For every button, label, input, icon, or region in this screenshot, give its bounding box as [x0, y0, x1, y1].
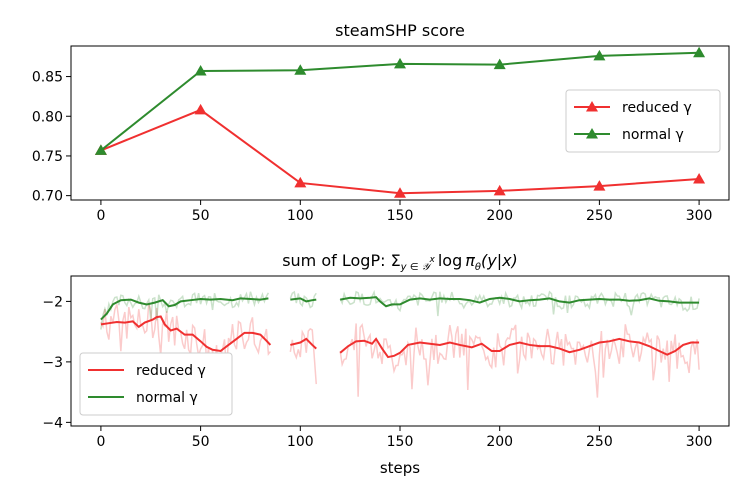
- chart-steamshp-score: steamSHP score 0 50 100 150 200 250 300 0.70 0.7…: [32, 21, 730, 224]
- chart1-series-0-point: [294, 176, 307, 188]
- chart1-title: steamSHP score: [335, 21, 465, 40]
- chart1-series-1-point: [593, 49, 606, 61]
- chart1-series-0-point: [593, 180, 606, 191]
- chart2-series-0-line-0: [100, 315, 272, 353]
- chart2-legend-box: [79, 352, 233, 416]
- chart2-series-0-line-2: [339, 337, 700, 359]
- chart2-title-main: sum of LogP: Σ: [282, 251, 400, 270]
- chart2-series-1-line-2: [340, 296, 700, 308]
- chart-sum-logp: sum of LogP: Σy ∈ 𝒴x log πθ(y|x) 0 50 100 150…: [42, 251, 730, 477]
- chart2-xtick-label: 50: [192, 434, 210, 450]
- chart2-xlabel: steps: [380, 459, 420, 477]
- chart1-series-1-point: [294, 64, 307, 75]
- chart2-title-theta: θ: [475, 262, 481, 273]
- chart1-xtick-label: 300: [686, 208, 713, 224]
- chart2-title-sub: y ∈ 𝒴: [400, 262, 433, 273]
- chart1-xtick-label: 100: [287, 208, 314, 224]
- chart2-title-log: log: [438, 251, 462, 270]
- chart1-xtick-label: 0: [96, 208, 105, 224]
- chart2-legend-label-1: normal γ: [136, 390, 198, 406]
- chart1-series-0-point: [194, 103, 207, 115]
- chart1-ytick-label: 0.75: [32, 149, 63, 165]
- chart1-series-1-point: [693, 46, 706, 58]
- chart2-xtick-label: 250: [586, 434, 613, 450]
- chart1-legend-box: [565, 89, 721, 153]
- chart1-series-1-point: [493, 58, 506, 70]
- chart1-xtick-label: 200: [486, 208, 513, 224]
- chart2-xtick-label: 200: [486, 434, 513, 450]
- chart2-title-sup: x: [429, 255, 436, 265]
- chart2-xtick-label: 0: [96, 434, 105, 450]
- chart2-xtick-label: 300: [686, 434, 713, 450]
- chart1-legend-label-0: reduced γ: [622, 100, 692, 116]
- chart1-ytick-label: 0.70: [32, 189, 63, 205]
- chart2-xtick-label: 100: [287, 434, 314, 450]
- chart1-legend-marker-0: [586, 101, 598, 112]
- chart2-title-pi: π: [465, 251, 475, 270]
- chart2-ytick-label: −2: [42, 294, 63, 310]
- chart1-series-0-point: [394, 187, 406, 198]
- chart2-series-1-raw-2: [339, 289, 700, 317]
- chart1-legend-label-1: normal γ: [622, 127, 684, 143]
- chart1-legend-marker-1: [586, 128, 598, 139]
- chart1-ytick-label: 0.85: [32, 70, 63, 86]
- chart2-ytick-label: −3: [42, 355, 63, 371]
- chart2-title: sum of LogP: Σy ∈ 𝒴x log πθ(y|x): [282, 251, 518, 273]
- chart2-series-1-line-1: [290, 297, 317, 303]
- chart2-series-0-raw-2: [339, 323, 700, 398]
- chart1-series-1-point: [94, 144, 107, 155]
- chart2-series-0-line-1: [290, 337, 317, 350]
- chart1-series-0-point: [493, 184, 506, 196]
- chart1-xtick-label: 150: [387, 208, 414, 224]
- chart1-series-1-point: [394, 57, 406, 69]
- chart1-series-0-point: [693, 172, 706, 184]
- chart2-legend: reduced γ normal γ: [79, 352, 233, 416]
- chart2-title-arg: (y|x): [481, 251, 518, 270]
- chart2-xtick-label: 150: [387, 434, 414, 450]
- chart2-series-0-raw-1: [289, 327, 318, 385]
- chart2-ytick-label: −4: [42, 415, 63, 431]
- chart1-series-1-point: [194, 65, 207, 76]
- chart1-legend: reduced γ normal γ: [565, 89, 721, 153]
- chart2-series-1-line-0: [100, 297, 269, 321]
- chart1-xtick-label: 50: [192, 208, 210, 224]
- chart1-xtick-label: 250: [586, 208, 613, 224]
- chart2-legend-label-0: reduced γ: [136, 363, 206, 379]
- chart1-ytick-label: 0.80: [32, 109, 63, 125]
